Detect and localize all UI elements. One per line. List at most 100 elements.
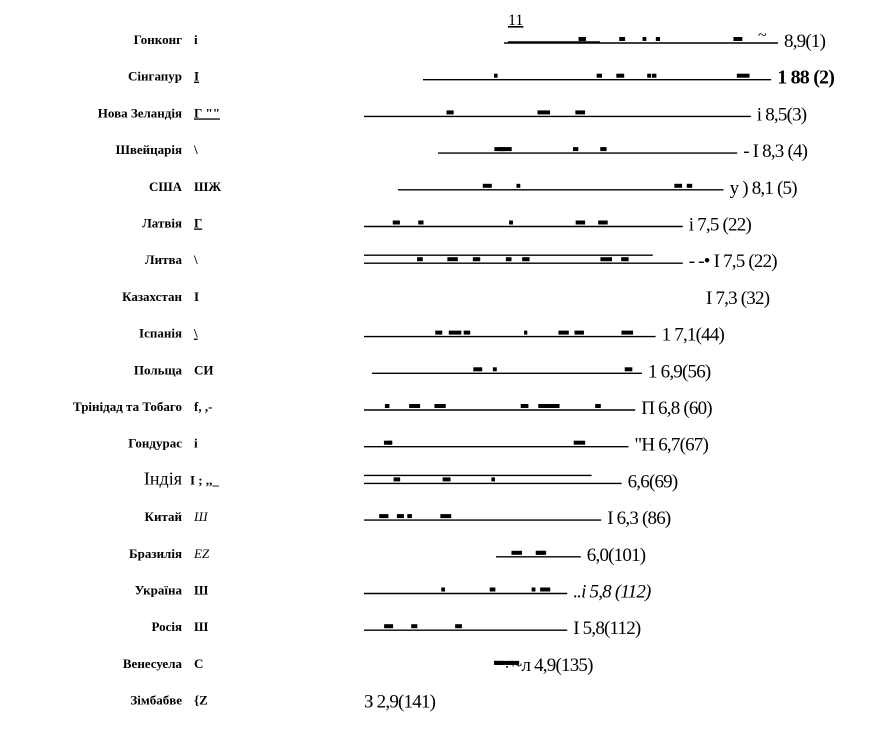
noise-dot bbox=[575, 220, 586, 225]
category-label: Польща bbox=[134, 362, 183, 377]
flag-mark: f, ,- bbox=[194, 399, 212, 414]
noise-dot bbox=[674, 183, 683, 188]
noise-dot bbox=[455, 624, 462, 629]
value-label: - -• I 7,5 (22) bbox=[689, 251, 778, 272]
noise-dot bbox=[655, 37, 660, 41]
flag-mark: СИ bbox=[194, 362, 214, 377]
flag-mark: Г "" bbox=[194, 105, 220, 120]
category-label: Казахстан bbox=[122, 289, 182, 304]
flag-mark: EZ bbox=[193, 546, 210, 561]
noise-dot bbox=[411, 624, 418, 629]
flag-mark: ШЖ bbox=[194, 179, 221, 194]
noise-dot bbox=[440, 514, 452, 519]
noise-dot bbox=[686, 183, 693, 188]
noise-dot bbox=[396, 514, 404, 519]
noise-dot bbox=[596, 73, 602, 78]
noise-dot bbox=[647, 73, 651, 78]
noise-dot bbox=[507, 660, 520, 665]
category-label: Швейцарія bbox=[116, 142, 182, 157]
noise-dot bbox=[509, 220, 513, 225]
noise-dot bbox=[505, 257, 512, 262]
noise-dot bbox=[494, 73, 498, 78]
noise-dot bbox=[494, 660, 504, 665]
value-label: i 8,5(3) bbox=[757, 104, 807, 125]
noise-dot bbox=[540, 587, 551, 592]
value-label: І 5,8(112) bbox=[573, 618, 641, 639]
value-label: "Н 6,7(67) bbox=[634, 435, 708, 456]
noise-dot bbox=[494, 147, 506, 152]
noise-dot bbox=[595, 404, 601, 408]
category-label: Іспанія bbox=[139, 326, 182, 341]
flag-mark: Ш bbox=[193, 509, 209, 524]
noise-dot bbox=[492, 367, 497, 372]
noise-dot bbox=[549, 404, 560, 408]
noise-dot bbox=[621, 330, 634, 335]
value-label: І 6,3 (86) bbox=[607, 508, 671, 529]
noise-dot bbox=[501, 660, 509, 665]
category-label: Трінідад та Тобаго bbox=[73, 399, 182, 414]
flag-mark: І bbox=[194, 289, 199, 304]
flag-marks: і І Г "" \ ШЖ Г \ І \ СИ f, ,- і І ; ,,_ Ш EZ Ш Ш С {Z bbox=[190, 32, 221, 708]
value-label: П 6,8 (60) bbox=[641, 398, 712, 419]
value-label: ~л 4,9(135) bbox=[512, 655, 593, 676]
noise-dot bbox=[572, 147, 579, 152]
noise-dot bbox=[651, 73, 657, 78]
flag-mark: Г bbox=[194, 216, 202, 231]
flag-mark: \ bbox=[193, 142, 198, 157]
noise-dot bbox=[538, 404, 550, 408]
flag-mark: С bbox=[194, 656, 203, 671]
noise-dot bbox=[642, 37, 647, 41]
category-label: Росія bbox=[151, 619, 182, 634]
noise-dot bbox=[384, 624, 394, 629]
category-label: Нова Зеландія bbox=[98, 105, 182, 120]
noise-dot bbox=[624, 367, 633, 372]
noise-dot bbox=[447, 257, 458, 262]
noise-dot bbox=[537, 110, 551, 115]
country-labels: Гонконг Сінгапур Нова Зеландія Швейцарія США… bbox=[73, 32, 183, 708]
flag-mark: І bbox=[194, 69, 199, 84]
bars bbox=[364, 41, 778, 668]
flag-mark: Ш bbox=[194, 619, 209, 634]
noise-dot bbox=[516, 183, 521, 188]
noise-dot bbox=[435, 330, 443, 335]
category-label: Литва bbox=[145, 252, 183, 267]
category-label: Індія bbox=[144, 468, 182, 488]
category-label: Латвія bbox=[142, 216, 182, 231]
noise-dot bbox=[463, 330, 471, 335]
noise-dot bbox=[616, 73, 625, 78]
value-label: - І 8,3 (4) bbox=[743, 141, 807, 162]
noise-dot bbox=[393, 477, 401, 482]
scan-noise bbox=[379, 37, 750, 665]
noise-dot bbox=[446, 110, 454, 115]
noise-dot bbox=[441, 587, 446, 592]
noise-dot bbox=[578, 37, 586, 41]
category-label: Гондурас bbox=[128, 436, 182, 451]
value-label: І 7,3 (32) bbox=[706, 288, 770, 309]
value-label: 6,6(69) bbox=[628, 471, 678, 492]
noise-dot bbox=[522, 257, 530, 262]
noise-dot bbox=[442, 477, 451, 482]
noise-dot bbox=[511, 550, 523, 555]
noise-dot bbox=[573, 440, 586, 445]
noise-dot bbox=[598, 220, 608, 225]
value-label: i 7,5 (22) bbox=[689, 215, 752, 236]
noise-dot bbox=[407, 514, 412, 519]
noise-dot bbox=[535, 550, 547, 555]
flag-mark: Ш bbox=[194, 583, 209, 598]
noise-dot bbox=[409, 404, 421, 408]
category-label: США bbox=[149, 179, 183, 194]
category-label: Венесуела bbox=[123, 656, 183, 671]
category-label: Україна bbox=[135, 583, 183, 598]
value-label: 1 7,1(44) bbox=[662, 325, 725, 346]
value-label: З 2,9(141) bbox=[364, 692, 436, 713]
noise-dot bbox=[558, 330, 569, 335]
value-labels: 8,9(1) 1 88 (2) i 8,5(3) - І 8,3 (4) у ) 8,1… bbox=[364, 31, 835, 713]
noise-tilde: ~ bbox=[758, 27, 767, 44]
noise-dot bbox=[434, 404, 446, 408]
noise-dot bbox=[524, 330, 528, 335]
value-label: 6,0(101) bbox=[587, 545, 646, 566]
noise-dot bbox=[379, 514, 389, 519]
noise-dot bbox=[520, 404, 529, 408]
noise-dot bbox=[489, 587, 496, 592]
